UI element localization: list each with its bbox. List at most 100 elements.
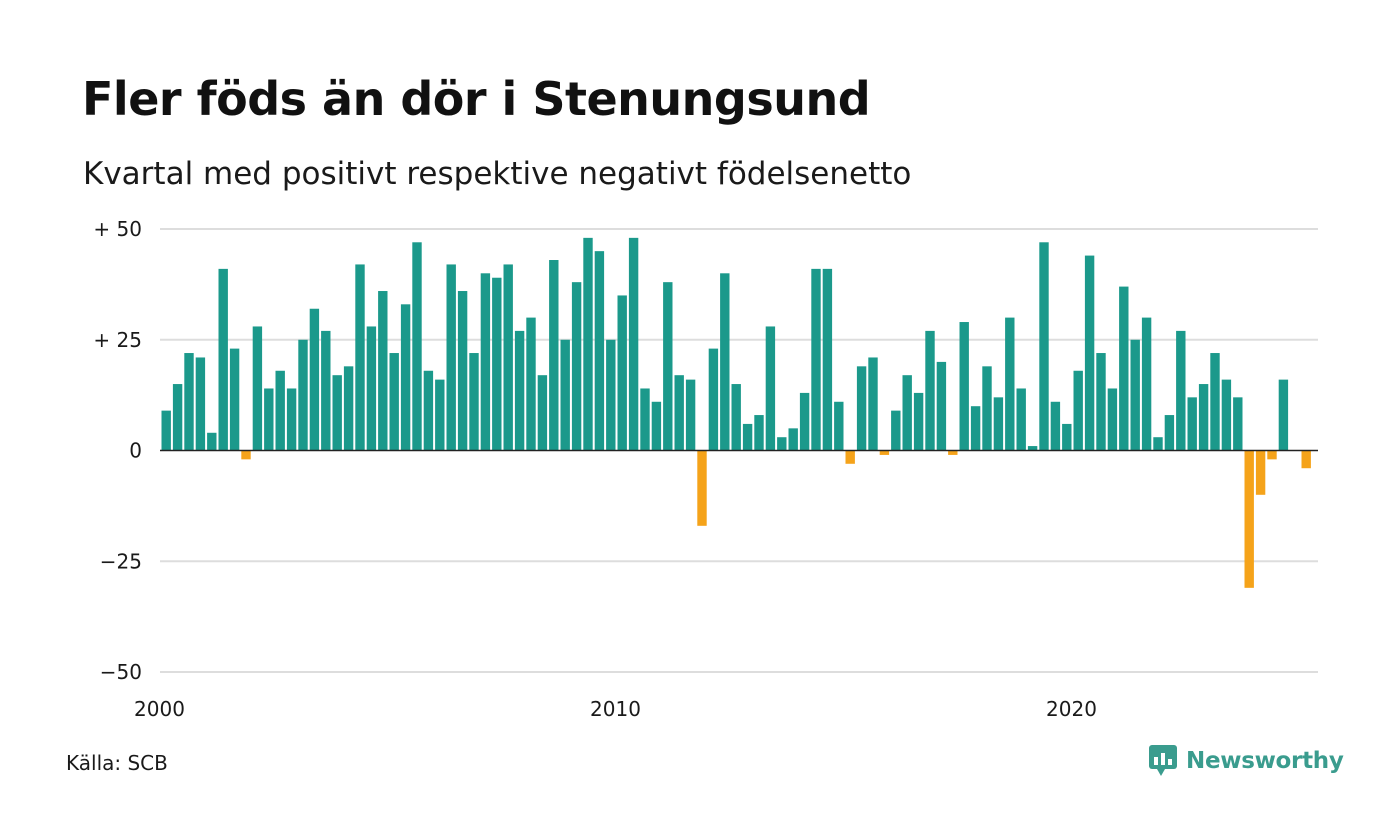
- bar-positive: [765, 326, 776, 451]
- bar-positive: [1016, 388, 1026, 451]
- bar-positive: [229, 348, 240, 451]
- bar-positive: [1198, 384, 1209, 451]
- bar-positive: [366, 326, 377, 451]
- x-tick-label: 2010: [590, 697, 641, 721]
- bar-negative: [241, 450, 251, 460]
- brand-name: Newsworthy: [1186, 748, 1344, 774]
- bar-positive: [321, 330, 331, 451]
- bar-positive: [834, 401, 844, 451]
- bar-positive: [1107, 388, 1118, 451]
- bar-positive: [378, 291, 388, 451]
- bar-positive: [891, 410, 901, 451]
- bar-positive: [1073, 370, 1083, 451]
- bar-negative: [845, 450, 855, 464]
- bar-positive: [777, 437, 787, 451]
- bar-positive: [571, 282, 582, 451]
- bar-positive: [663, 282, 673, 451]
- bar-positive: [355, 264, 365, 451]
- bar-positive: [207, 432, 217, 451]
- bar-positive: [1176, 330, 1186, 451]
- bar-positive: [264, 388, 274, 451]
- y-tick-label: −25: [100, 549, 142, 573]
- bar-positive: [1096, 353, 1106, 451]
- x-axis-labels: 2000 2010 2020: [134, 697, 1097, 721]
- bar-positive: [469, 353, 479, 451]
- bar-negative: [1244, 450, 1254, 588]
- bar-positive: [993, 397, 1004, 451]
- bar-positive: [799, 392, 810, 451]
- bar-positive: [435, 379, 445, 451]
- bar-positive: [1141, 317, 1152, 451]
- source-note: Källa: SCB: [66, 751, 168, 775]
- bar-chart: + 50 + 25 0 −25 −50 2000 2010 2020: [93, 217, 1318, 721]
- x-tick-label: 2020: [1046, 697, 1097, 721]
- y-tick-label: 0: [129, 439, 142, 463]
- bar-positive: [606, 339, 616, 451]
- bar-positive: [868, 357, 878, 451]
- bar-positive: [742, 423, 753, 451]
- bar-negative: [1255, 450, 1266, 495]
- bar-positive: [1130, 339, 1140, 451]
- bar-positive: [412, 242, 422, 451]
- bar-positive: [1062, 423, 1072, 451]
- y-axis-labels: + 50 + 25 0 −25 −50: [93, 217, 142, 684]
- bar-positive: [720, 273, 730, 451]
- bar-positive: [913, 392, 924, 451]
- bar-positive: [959, 322, 969, 451]
- bar-positive: [594, 251, 605, 451]
- bar-positive: [332, 375, 342, 451]
- bar-positive: [1233, 397, 1243, 451]
- bar-positive: [731, 384, 741, 451]
- bar-positive: [822, 268, 833, 451]
- bar-positive: [400, 304, 411, 451]
- x-tick-label: 2000: [134, 697, 185, 721]
- bar-positive: [583, 237, 593, 451]
- y-tick-label: −50: [100, 660, 142, 684]
- bar-positive: [1153, 437, 1163, 451]
- bar-positive: [925, 330, 935, 451]
- bar-positive: [902, 375, 912, 451]
- bar-positive: [1027, 446, 1038, 451]
- bar-positive: [617, 295, 627, 451]
- bar-positive: [811, 268, 821, 451]
- bar-positive: [674, 375, 684, 451]
- bar-negative: [1267, 450, 1277, 460]
- bar-positive: [549, 260, 559, 451]
- bar-positive: [970, 406, 981, 451]
- bar-positive: [537, 375, 548, 451]
- bar-negative: [1301, 450, 1311, 469]
- bar-positive: [275, 370, 285, 451]
- bar-positive: [218, 268, 228, 451]
- bar-negative: [697, 450, 707, 526]
- bar-positive: [309, 308, 320, 451]
- bar-positive: [457, 291, 468, 451]
- bar-positive: [389, 353, 399, 451]
- bar-positive: [640, 388, 650, 451]
- bar-positive: [1084, 255, 1095, 451]
- bar-positive: [1187, 397, 1197, 451]
- bar-positive: [1005, 317, 1015, 451]
- bar-positive: [492, 277, 502, 451]
- bar-positive: [936, 361, 947, 451]
- bar-positive: [560, 339, 570, 451]
- bar-positive: [1210, 353, 1220, 451]
- bar-positive: [788, 428, 798, 451]
- bar-positive: [651, 401, 662, 451]
- bar-positive: [856, 366, 867, 451]
- bar-positive: [1050, 401, 1061, 451]
- bar-positive: [195, 357, 206, 451]
- bar-positive: [1221, 379, 1232, 451]
- bar-positive: [252, 326, 263, 451]
- bar-positive: [1119, 286, 1129, 451]
- bar-negative: [879, 450, 890, 455]
- chart-subtitle: Kvartal med positivt respektive negativt…: [83, 156, 912, 192]
- bar-positive: [503, 264, 513, 451]
- newsworthy-logo-icon: [1149, 745, 1177, 776]
- bar-positive: [161, 410, 171, 451]
- bar-positive: [1278, 379, 1289, 451]
- bar-positive: [423, 370, 434, 451]
- bar-negative: [948, 450, 958, 455]
- bar-positive: [298, 339, 308, 451]
- bar-positive: [1039, 242, 1049, 451]
- chart-title: Fler föds än dör i Stenungsund: [82, 72, 871, 126]
